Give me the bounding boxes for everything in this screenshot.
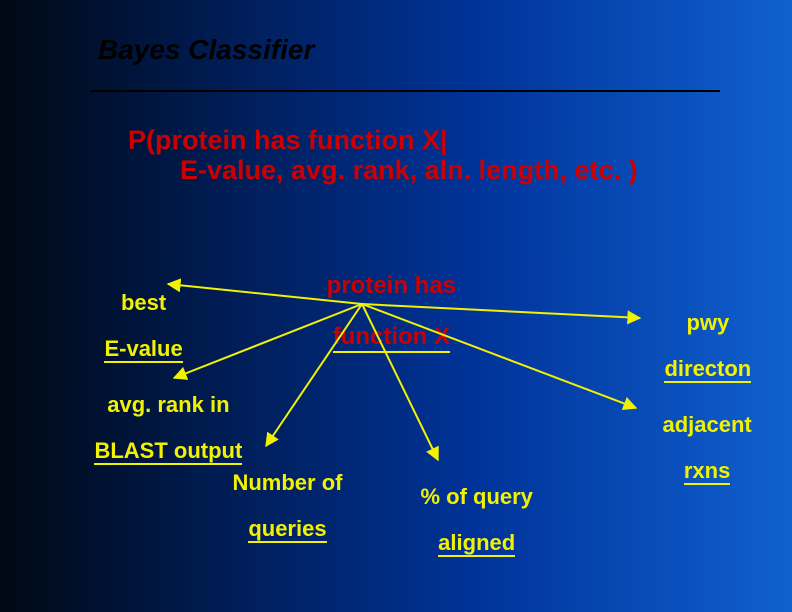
bayes-formula: P(protein has function X| E-value, avg. …	[128, 126, 638, 185]
leaf-adjacent-rxns: adjacent rxns	[638, 390, 752, 505]
leaf-text: aligned	[438, 530, 515, 557]
leaf-text: adjacent	[662, 412, 751, 437]
leaf-text: avg. rank in	[107, 392, 229, 417]
formula-line2: E-value, avg. rank, aln. length, etc. )	[128, 156, 638, 186]
center-node: protein has function X	[300, 248, 456, 374]
leaf-text: Number of	[232, 470, 342, 495]
title-underline	[90, 90, 720, 92]
slide-title: Bayes Classifier	[98, 34, 314, 66]
leaf-text: queries	[248, 516, 326, 543]
slide: Bayes Classifier P(protein has function …	[0, 0, 792, 612]
leaf-text: best	[121, 290, 166, 315]
leaf-text: directon	[664, 356, 751, 383]
leaf-pct-query: % of query aligned	[396, 462, 533, 577]
center-line2: function X	[333, 323, 450, 353]
center-line1: protein has	[327, 272, 456, 299]
leaf-text: E-value	[104, 336, 182, 363]
leaf-text: rxns	[684, 458, 730, 485]
leaf-pwy-direction: pwy directon	[640, 288, 751, 403]
leaf-text: % of query	[420, 484, 532, 509]
leaf-num-queries: Number of queries	[208, 448, 342, 563]
leaf-best-evalue: best E-value	[80, 268, 183, 383]
leaf-text: pwy	[686, 310, 729, 335]
formula-line1: P(protein has function X|	[128, 126, 638, 156]
